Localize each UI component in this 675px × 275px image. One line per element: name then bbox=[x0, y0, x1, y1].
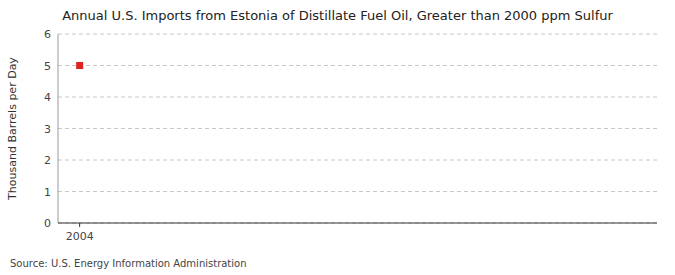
y-tick-label: 2 bbox=[44, 154, 51, 167]
title: Annual U.S. Imports from Estonia of Dist… bbox=[62, 8, 613, 23]
chart-container: Annual U.S. Imports from Estonia of Dist… bbox=[0, 0, 675, 275]
grid-line bbox=[58, 97, 657, 98]
grid-line bbox=[58, 65, 657, 66]
y-tick-label: 3 bbox=[44, 123, 51, 136]
y-tick-label: 6 bbox=[44, 28, 51, 41]
y-tick-label: 4 bbox=[44, 91, 51, 104]
x-axis-line bbox=[58, 223, 657, 224]
y-tick-label: 5 bbox=[44, 60, 51, 73]
y-tick-label: 1 bbox=[44, 186, 51, 199]
grid-line bbox=[58, 34, 657, 35]
page: {"chart_data": {"type": "scatter", "titl… bbox=[0, 0, 675, 275]
y-tick-label: 0 bbox=[44, 217, 51, 230]
y-axis-line bbox=[58, 34, 59, 223]
grid-line bbox=[58, 191, 657, 192]
x-tick bbox=[79, 223, 80, 227]
grid-line bbox=[58, 160, 657, 161]
data-points bbox=[76, 62, 83, 69]
source-note: Source: U.S. Energy Information Administ… bbox=[10, 258, 247, 269]
x-axis: 2004 bbox=[58, 223, 657, 243]
y-axis: 0 1 2 3 4 5 6 bbox=[44, 28, 58, 230]
grid-line bbox=[58, 223, 657, 224]
x-tick-label: 2004 bbox=[66, 230, 94, 243]
grid bbox=[58, 34, 657, 223]
grid-line bbox=[58, 128, 657, 129]
point bbox=[76, 62, 83, 69]
chart-svg: Annual U.S. Imports from Estonia of Dist… bbox=[0, 0, 675, 275]
y-axis-label: Thousand Barrels per Day bbox=[6, 57, 19, 201]
